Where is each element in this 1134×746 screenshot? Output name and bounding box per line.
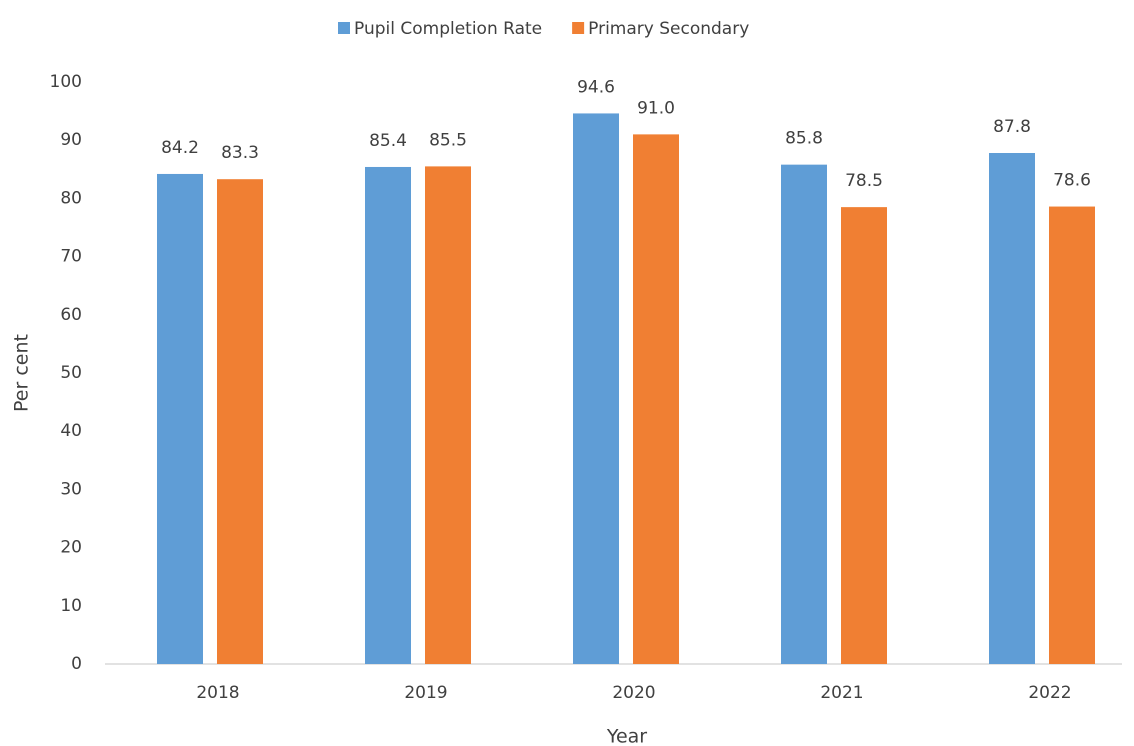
bar <box>157 173 203 664</box>
y-tick-label: 40 <box>60 421 82 441</box>
legend-swatch <box>338 22 350 34</box>
data-label: 91.0 <box>637 98 675 118</box>
y-tick-label: 70 <box>60 247 82 267</box>
bar <box>573 113 619 665</box>
y-tick-label: 10 <box>60 596 82 616</box>
y-tick-label: 100 <box>50 72 82 92</box>
bar <box>633 134 679 664</box>
y-tick-label: 60 <box>60 305 82 325</box>
bar <box>217 179 263 664</box>
bar <box>1049 206 1095 664</box>
y-tick-label: 90 <box>60 130 82 150</box>
x-tick-label: 2022 <box>1028 683 1071 703</box>
x-tick-label: 2021 <box>820 683 863 703</box>
data-label: 94.6 <box>577 77 615 97</box>
y-tick-label: 20 <box>60 538 82 558</box>
legend-swatch <box>572 22 585 34</box>
bar <box>989 153 1035 664</box>
data-label: 83.3 <box>221 143 259 163</box>
bar <box>425 166 471 664</box>
data-label: 85.4 <box>369 131 407 151</box>
x-tick-label: 2018 <box>196 683 239 703</box>
data-label: 78.6 <box>1053 171 1091 191</box>
y-tick-label: 80 <box>60 188 82 208</box>
bar <box>781 164 827 665</box>
x-tick-label: 2019 <box>404 683 447 703</box>
y-axis-label: Per cent <box>11 334 33 412</box>
x-tick-label: 2020 <box>612 683 655 703</box>
x-axis-label: Year <box>606 726 647 746</box>
legend-label: Primary Secondary <box>588 19 749 39</box>
bar <box>365 166 411 665</box>
data-label: 85.5 <box>429 130 467 150</box>
y-tick-label: 50 <box>60 363 82 383</box>
data-label: 78.5 <box>845 171 883 191</box>
data-label: 87.8 <box>993 117 1031 137</box>
legend-label: Pupil Completion Rate <box>354 19 542 39</box>
data-label: 85.8 <box>785 129 823 149</box>
bar <box>841 207 887 664</box>
y-tick-label: 30 <box>60 479 82 499</box>
data-label: 84.2 <box>161 138 199 158</box>
y-tick-label: 0 <box>71 654 82 674</box>
